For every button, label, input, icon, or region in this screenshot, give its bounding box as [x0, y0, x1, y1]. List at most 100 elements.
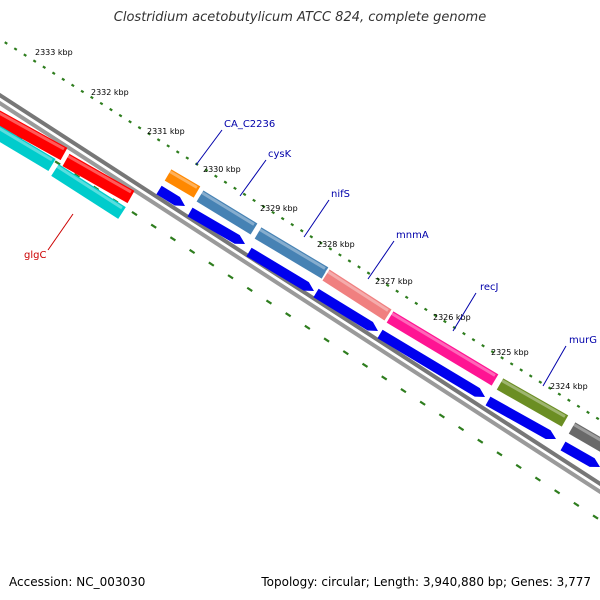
gene-label-mnmA: mnmA [396, 230, 429, 241]
scale-tick-label: 2325 kbp [491, 348, 529, 357]
scale-tick-mark [557, 392, 562, 396]
scale-tick-mark [376, 277, 380, 281]
gene-bar-nifS [254, 227, 329, 279]
cds-arrow [377, 329, 485, 397]
inner-tick-mark [592, 514, 599, 520]
scale-tick-mark [366, 271, 371, 275]
scale-tick-mark [4, 41, 8, 45]
inner-tick-mark [515, 463, 522, 470]
scale-tick-label: 2331 kbp [147, 127, 185, 136]
scale-tick-mark [299, 228, 304, 233]
scale-tick-mark [509, 362, 514, 366]
inner-tick-mark [361, 362, 369, 368]
inner-tick-mark [573, 501, 580, 507]
inner-tick-mark [438, 413, 445, 419]
inner-tick-mark [342, 350, 349, 356]
gene-bar [62, 153, 135, 204]
scale-tick-mark [252, 198, 256, 203]
gene-bar-glgC [0, 110, 68, 161]
gene-label-CA_C2236: CA_C2236 [224, 119, 275, 130]
scale-tick-mark [32, 59, 37, 63]
gene-label-leader [303, 199, 330, 238]
inner-tick-mark [169, 236, 177, 242]
scale-tick-mark [423, 307, 428, 312]
scale-tick-mark [519, 368, 524, 372]
scale-tick-label: 2324 kbp [550, 382, 588, 391]
scale-tick-label: 2330 kbp [203, 165, 241, 174]
gene-label-leader [542, 345, 567, 387]
genome-summary-text: Topology: circular; Length: 3,940,880 bp… [261, 575, 591, 589]
scale-tick-mark [481, 344, 485, 348]
inner-tick-mark [419, 400, 426, 406]
gene-label-leader [452, 292, 477, 332]
map-title: Clostridium acetobutylicum ATCC 824, com… [113, 10, 487, 25]
inner-tick-mark [496, 451, 503, 457]
scale-tick-mark [471, 337, 476, 342]
scale-tick-mark [490, 350, 495, 354]
scale-tick-mark [147, 132, 151, 136]
gene-bar-murG [496, 378, 569, 427]
gene-label-cysK: cysK [268, 149, 292, 160]
scale-tick-mark [338, 253, 342, 257]
scale-tick-mark [328, 247, 333, 251]
cds-arrow [156, 185, 185, 206]
scale-tick-mark [595, 416, 600, 421]
scale-tick-mark [576, 404, 581, 409]
inner-tick-mark [304, 324, 311, 330]
scale-tick-mark [214, 174, 218, 178]
scale-tick-mark [99, 101, 104, 106]
inner-tick-mark [285, 312, 292, 318]
gene-bar-highlight [571, 422, 600, 442]
inner-tick-mark [227, 274, 234, 280]
scale-tick-mark [462, 331, 466, 336]
gene-label-glgC: glgC [24, 250, 46, 261]
gene-bar-CA_C2236 [164, 169, 201, 198]
scale-tick-mark [42, 65, 47, 69]
scale-tick-mark [261, 204, 266, 209]
scale-tick-mark [433, 313, 438, 318]
inner-tick-mark [457, 425, 465, 432]
scale-tick-mark [528, 374, 533, 378]
scale-tick-mark [500, 356, 504, 360]
gene-bar-highlight [65, 153, 132, 194]
inner-tick-mark [265, 299, 273, 305]
gene-bar [51, 164, 126, 219]
scale-tick-mark [443, 319, 447, 324]
gene-bar-mnmA [322, 269, 392, 321]
inner-tick-mark [477, 438, 484, 444]
inner-tick-mark [208, 261, 215, 267]
scale-tick-mark [538, 380, 543, 384]
scale-tick-label: 2327 kbp [375, 277, 413, 286]
gene-bar-cysK [196, 190, 258, 235]
scale-tick-mark [290, 222, 295, 227]
scale-tick-label: 2326 kbp [433, 313, 471, 322]
inner-tick-mark [188, 248, 196, 255]
scale-tick-mark [137, 126, 142, 130]
scale-tick-mark [547, 386, 552, 390]
gene-label-leader [195, 129, 223, 166]
gene-bar-highlight [0, 127, 53, 162]
scale-tick-label: 2328 kbp [317, 240, 355, 249]
backbone-line [0, 100, 600, 495]
scale-tick-mark [175, 150, 180, 154]
gene-bar [0, 125, 56, 172]
inner-tick-mark [131, 210, 138, 217]
gene-label-leader [47, 213, 74, 251]
scale-tick-mark [80, 89, 85, 94]
scale-tick-mark [318, 241, 323, 245]
scale-tick-mark [280, 216, 285, 221]
inner-tick-mark [534, 476, 542, 482]
inner-tick-mark [246, 286, 253, 292]
gene-label-nifS: nifS [331, 189, 350, 200]
scale-tick-mark [271, 210, 275, 215]
gene-bar-nifS-highlight [257, 227, 326, 270]
backbone-line [0, 92, 600, 487]
scale-tick-mark [404, 295, 409, 300]
scale-tick-mark [223, 180, 228, 185]
gene-label-leader [367, 240, 395, 280]
scale-tick-mark [204, 168, 209, 172]
gene-bar-highlight [54, 163, 123, 210]
gene-bar-recJ-highlight [389, 311, 496, 377]
scale-tick-mark [586, 410, 590, 415]
scale-tick-mark [70, 83, 75, 88]
